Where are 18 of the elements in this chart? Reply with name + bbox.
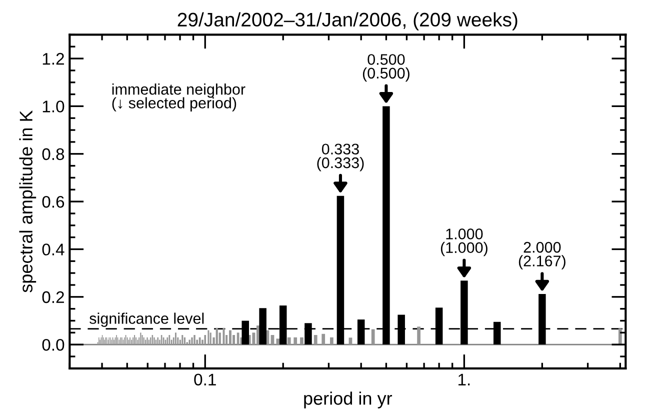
y-axis-title: spectral amplitude in K [19, 110, 36, 292]
x-axis-title: period in yr [304, 392, 392, 408]
annotation: immediate neighbor (↓ selected period) [112, 84, 246, 112]
x-tick-label: 1. [458, 374, 470, 386]
y-tick-label: 1.0 [42, 100, 64, 112]
chart-title: 29/Jan/2002–31/Jan/2006, (209 weeks) [178, 12, 518, 30]
y-tick-label: 0.0 [42, 338, 64, 351]
y-tick-label: 0.4 [42, 244, 64, 256]
y-tick-label: 0.8 [42, 148, 64, 160]
y-tick-label: 1.2 [42, 52, 64, 65]
annotation: 2.000 (2.167) [518, 242, 566, 270]
x-tick-label: 0.1 [194, 374, 216, 386]
y-tick-label: 0.6 [42, 196, 64, 208]
annotation: 0.500 (0.500) [362, 54, 410, 82]
annotation: 1.000 (1.000) [440, 228, 488, 256]
annotation: 0.333 (0.333) [317, 144, 364, 172]
y-tick-label: 0.2 [42, 291, 64, 304]
ref-line-label: significance level [90, 312, 204, 327]
